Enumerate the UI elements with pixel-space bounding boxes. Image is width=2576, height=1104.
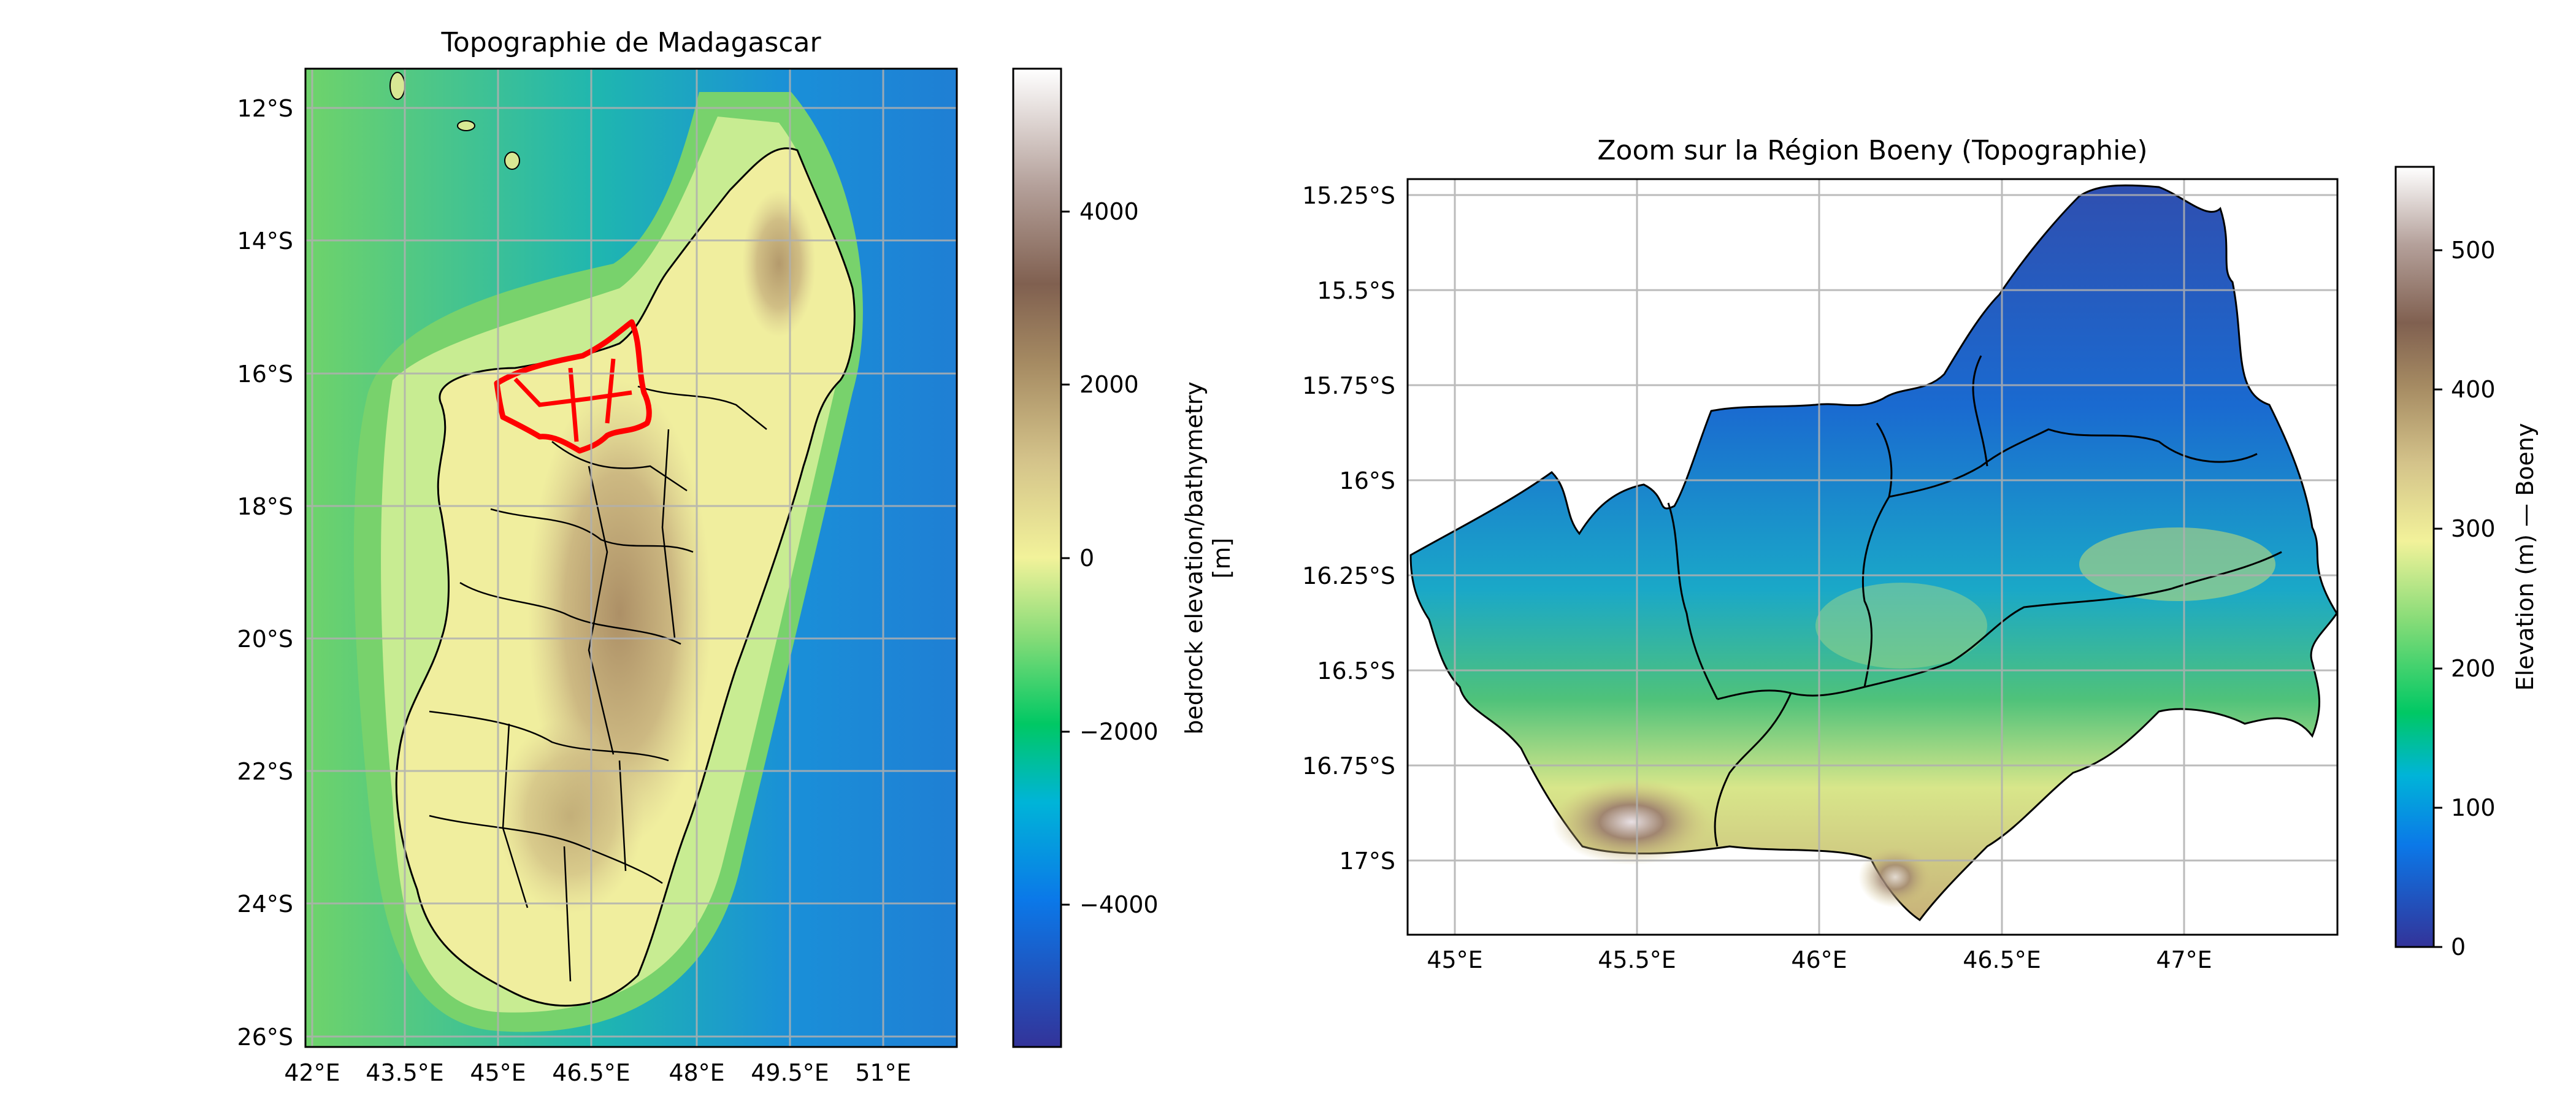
island-mayotte xyxy=(389,72,405,100)
boeny-internal-borders xyxy=(513,358,632,442)
xtick-label: 45°E xyxy=(470,1059,526,1086)
region-borders xyxy=(429,385,767,982)
ytick-label: 22°S xyxy=(237,758,293,785)
axes-frame-left xyxy=(304,67,958,1048)
uplands-east xyxy=(2079,527,2275,601)
map-panel-boeny: Zoom sur la Région Boeny (Topographie) xyxy=(1302,135,2539,973)
xtick-label: 51°E xyxy=(855,1059,911,1086)
colorbar-tick-label: −2000 xyxy=(1079,718,1159,745)
high-terrain-south xyxy=(1858,846,1932,908)
colorbar-tick-label: 4000 xyxy=(1079,198,1139,225)
map-panel-madagascar: Topographie de Madagascar xyxy=(237,27,1235,1086)
ytick-label: 18°S xyxy=(237,493,293,520)
ytick-label: 16°S xyxy=(1340,467,1395,494)
y-ticks-right: 15.25°S 15.5°S 15.75°S 16°S 16.25°S 16.5… xyxy=(1302,182,1395,875)
northern-highlands xyxy=(742,190,816,337)
high-terrain-south-west xyxy=(1552,779,1711,865)
grid-right xyxy=(1408,179,2337,935)
ytick-label: 14°S xyxy=(237,228,293,255)
xtick-label: 45.5°E xyxy=(1598,946,1676,973)
axes-frame-right xyxy=(1406,178,2339,936)
xtick-label: 49.5°E xyxy=(751,1059,829,1086)
xtick-label: 47°E xyxy=(2156,946,2212,973)
colorbar-bathymetry: 4000 2000 0 −2000 −4000 bedrock elevatio… xyxy=(1012,67,1235,1048)
y-ticks-left: 12°S 14°S 16°S 18°S 20°S 22°S 24°S 26°S xyxy=(237,95,293,1051)
ytick-label: 17°S xyxy=(1340,848,1395,875)
ytick-label: 16.5°S xyxy=(1317,657,1395,684)
colorbar-tick-label: 100 xyxy=(2451,794,2496,821)
ytick-label: 20°S xyxy=(237,626,293,653)
xtick-label: 46.5°E xyxy=(552,1059,631,1086)
colorbar-label: bedrock elevation/bathymetry xyxy=(1181,381,1208,735)
southern-highlands xyxy=(497,718,644,914)
colorbar-tick-label: 300 xyxy=(2451,515,2496,542)
xtick-label: 46°E xyxy=(1791,946,1847,973)
colorbar-ticks xyxy=(1061,210,1070,906)
xtick-label: 46.5°E xyxy=(1963,946,2041,973)
ytick-label: 16.25°S xyxy=(1302,562,1395,589)
ytick-label: 15.75°S xyxy=(1302,372,1395,399)
colorbar-tick-label: 500 xyxy=(2451,237,2496,264)
island-comoro xyxy=(457,120,475,131)
uplands-centre xyxy=(1815,583,1987,669)
ytick-label: 15.25°S xyxy=(1302,182,1395,209)
grid-left xyxy=(305,69,957,1047)
ytick-label: 16°S xyxy=(237,361,293,388)
ytick-label: 15.5°S xyxy=(1317,277,1395,304)
ytick-label: 16.75°S xyxy=(1302,753,1395,780)
colorbar-tick-label: 400 xyxy=(2451,376,2496,403)
colorbar-tick-label: 2000 xyxy=(1079,371,1139,398)
colorbar-tick-label: −4000 xyxy=(1079,891,1159,918)
map-title: Topographie de Madagascar xyxy=(440,27,821,58)
xtick-label: 48°E xyxy=(669,1059,724,1086)
x-ticks-left: 42°E 43.5°E 45°E 46.5°E 48°E 49.5°E 51°E xyxy=(284,1059,911,1086)
island-small xyxy=(504,151,520,170)
colorbar-gradient xyxy=(1012,67,1062,1048)
colorbar-ticks xyxy=(2434,249,2442,948)
colorbar-tick-label: 0 xyxy=(1079,545,1094,572)
ytick-label: 12°S xyxy=(237,95,293,122)
xtick-label: 45°E xyxy=(1427,946,1482,973)
xtick-label: 43.5°E xyxy=(366,1059,444,1086)
colorbar-tick-label: 200 xyxy=(2451,655,2496,682)
colorbar-label: Elevation (m) — Boeny xyxy=(2512,423,2539,691)
colorbar-tick-label: 0 xyxy=(2451,933,2466,960)
boeny-region-elevation xyxy=(1409,184,2337,922)
colorbar-gradient xyxy=(2394,166,2435,948)
x-ticks-right: 45°E 45.5°E 46°E 46.5°E 47°E xyxy=(1427,946,2212,973)
ytick-label: 24°S xyxy=(237,891,293,918)
map-title: Zoom sur la Région Boeny (Topographie) xyxy=(1597,135,2147,166)
xtick-label: 42°E xyxy=(284,1059,340,1086)
colorbar-label-unit: [m] xyxy=(1208,538,1235,579)
colorbar-elevation: 0 100 200 300 400 500 Elevation (m) — Bo… xyxy=(2394,166,2539,960)
ytick-label: 26°S xyxy=(237,1024,293,1051)
